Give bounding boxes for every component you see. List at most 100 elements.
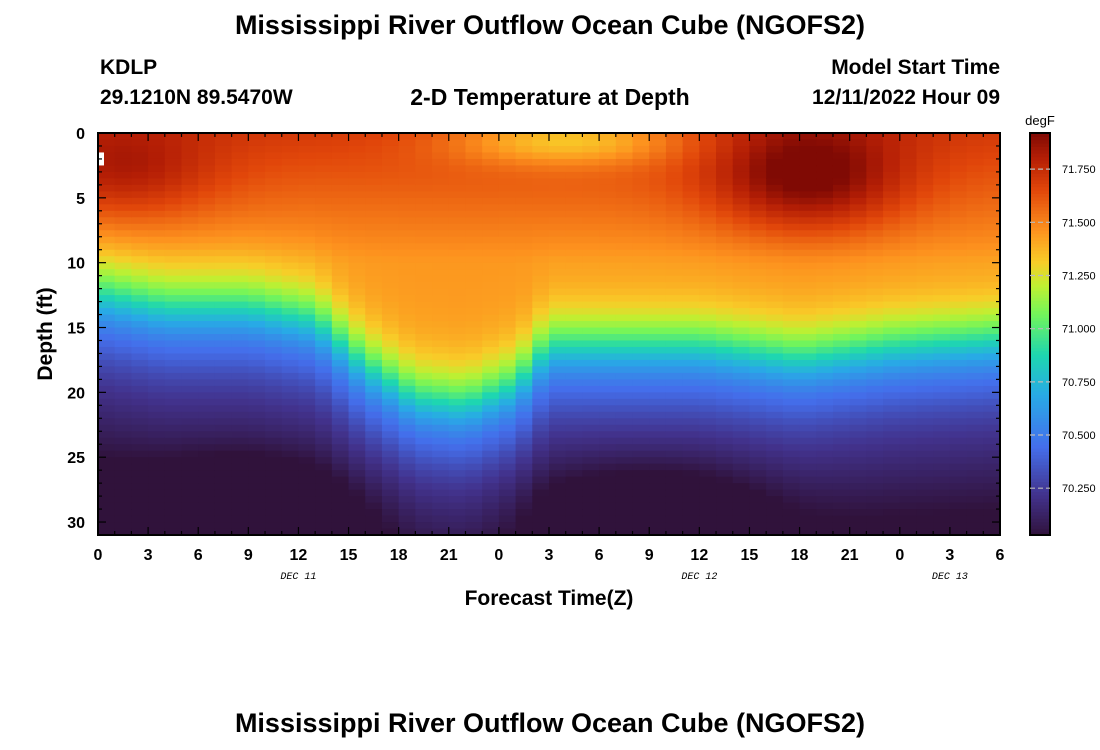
- heatmap-cell: [549, 418, 567, 426]
- heatmap-cell: [933, 158, 951, 167]
- heatmap-cell: [398, 327, 417, 335]
- heatmap-cell: [749, 275, 767, 283]
- heatmap-cell: [465, 145, 483, 154]
- heatmap-cell: [248, 314, 266, 322]
- heatmap-cell: [398, 308, 417, 316]
- heatmap-cell: [899, 483, 918, 491]
- heatmap-cell: [164, 269, 183, 277]
- heatmap-cell: [331, 210, 350, 218]
- heatmap-cell: [565, 308, 584, 316]
- heatmap-cell: [181, 217, 199, 225]
- heatmap-cell: [265, 308, 283, 316]
- heatmap-cell: [482, 184, 500, 193]
- heatmap-cell: [98, 515, 116, 523]
- heatmap-cell: [415, 327, 433, 335]
- heatmap-cell: [181, 158, 199, 167]
- heatmap-cell: [148, 528, 166, 536]
- heatmap-cell: [331, 314, 350, 322]
- heatmap-cell: [331, 463, 350, 471]
- heatmap-cell: [198, 184, 216, 193]
- heatmap-cell: [331, 522, 350, 530]
- heatmap-cell: [532, 502, 550, 510]
- heatmap-cell: [265, 139, 283, 147]
- heatmap-cell: [498, 483, 517, 491]
- heatmap-cell: [281, 262, 300, 270]
- heatmap-cell: [799, 509, 817, 517]
- heatmap-cell: [832, 184, 851, 193]
- colorbar-segment: [1030, 374, 1050, 379]
- heatmap-cell: [582, 275, 600, 283]
- heatmap-cell: [632, 509, 650, 517]
- heatmap-cell: [214, 424, 233, 432]
- heatmap-cell: [883, 295, 901, 303]
- heatmap-cell: [148, 308, 166, 316]
- colorbar-segment: [1030, 337, 1050, 342]
- heatmap-cell: [365, 385, 383, 394]
- heatmap-cell: [331, 450, 350, 458]
- heatmap-cell: [231, 334, 250, 342]
- heatmap-cell: [599, 366, 617, 374]
- heatmap-cell: [164, 236, 183, 244]
- heatmap-cell: [766, 509, 784, 517]
- heatmap-cell: [231, 444, 250, 452]
- heatmap-cell: [699, 392, 717, 400]
- heatmap-cell: [315, 301, 333, 309]
- heatmap-cell: [649, 392, 667, 400]
- colorbar-segment: [1030, 210, 1050, 214]
- heatmap-cell: [549, 308, 567, 316]
- heatmap-cell: [949, 139, 968, 147]
- heatmap-cell: [348, 269, 366, 277]
- heatmap-cell: [248, 184, 266, 193]
- heatmap-cell: [665, 197, 684, 206]
- heatmap-cell: [899, 392, 918, 400]
- x-tick-label: 3: [945, 547, 954, 564]
- heatmap-cell: [916, 379, 934, 387]
- heatmap-cell: [432, 133, 450, 141]
- heatmap-cell: [716, 249, 734, 257]
- heatmap-cell: [498, 470, 517, 478]
- heatmap-cell: [732, 171, 751, 180]
- heatmap-cell: [365, 165, 383, 173]
- heatmap-cell: [198, 489, 216, 497]
- heatmap-cell: [381, 463, 400, 471]
- heatmap-cell: [298, 152, 316, 160]
- heatmap-cell: [665, 470, 684, 478]
- heatmap-cell: [983, 133, 1001, 141]
- heatmap-cell: [916, 437, 934, 445]
- heatmap-cell: [849, 483, 868, 491]
- heatmap-cell: [198, 133, 216, 141]
- heatmap-cell: [181, 509, 199, 517]
- heatmap-cell: [883, 470, 901, 478]
- heatmap-cell: [164, 372, 183, 381]
- heatmap-cell: [181, 243, 199, 251]
- heatmap-cell: [214, 346, 233, 355]
- heatmap-cell: [632, 398, 650, 407]
- heatmap-cell: [799, 528, 817, 536]
- colorbar-segment: [1030, 514, 1050, 519]
- heatmap-cell: [933, 405, 951, 413]
- heatmap-cell: [599, 158, 617, 167]
- heatmap-cell: [665, 314, 684, 322]
- heatmap-cell: [866, 346, 884, 355]
- heatmap-cell: [732, 509, 751, 517]
- heatmap-cell: [682, 139, 701, 147]
- heatmap-cell: [899, 450, 918, 458]
- heatmap-cell: [899, 340, 918, 348]
- heatmap-cell: [949, 191, 968, 199]
- heatmap-cell: [248, 256, 266, 264]
- heatmap-cell: [515, 463, 533, 471]
- heatmap-cell: [899, 424, 918, 432]
- heatmap-cell: [665, 295, 684, 303]
- heatmap-cell: [515, 522, 533, 530]
- heatmap-cell: [348, 392, 366, 400]
- heatmap-cell: [549, 178, 567, 186]
- heatmap-cell: [214, 256, 233, 264]
- heatmap-cell: [816, 152, 834, 160]
- heatmap-cell: [265, 346, 283, 355]
- heatmap-cell: [682, 256, 701, 264]
- heatmap-cell: [248, 249, 266, 257]
- heatmap-cell: [716, 269, 734, 277]
- heatmap-cell: [916, 483, 934, 491]
- heatmap-cell: [231, 489, 250, 497]
- heatmap-cell: [198, 308, 216, 316]
